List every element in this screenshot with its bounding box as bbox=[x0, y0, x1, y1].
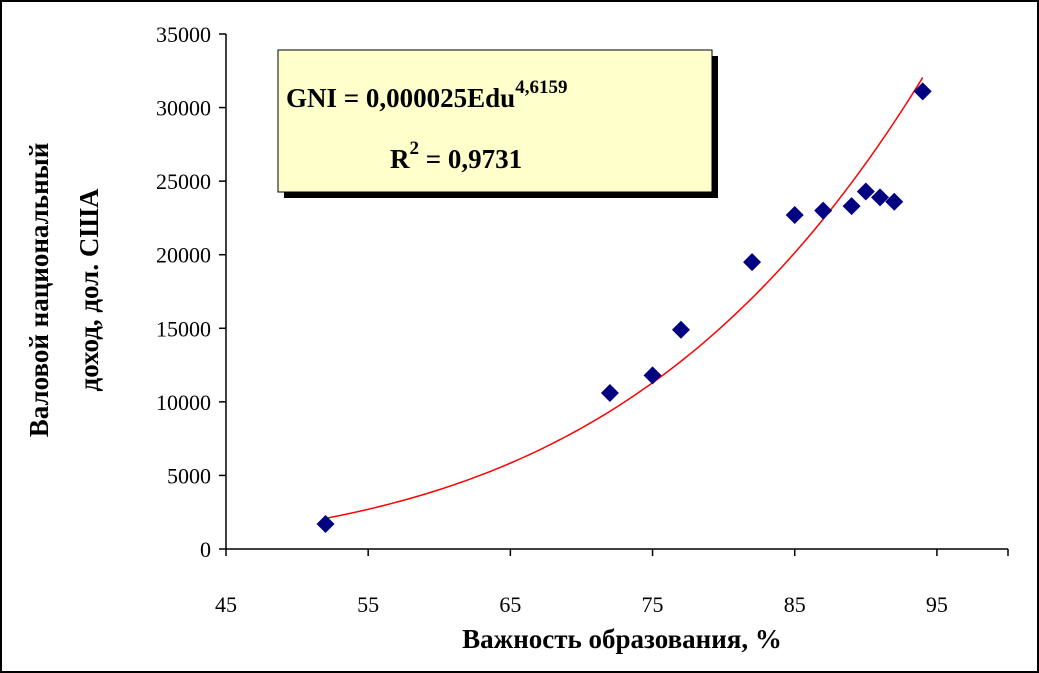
equation-exponent: 4,6159 bbox=[515, 77, 567, 98]
x-tick-label: 55 bbox=[357, 592, 379, 617]
x-tick-label: 75 bbox=[642, 592, 664, 617]
x-tick-label: 45 bbox=[215, 592, 237, 617]
data-point-marker bbox=[743, 253, 762, 272]
x-tick-label: 65 bbox=[499, 592, 521, 617]
data-point-marker bbox=[600, 384, 619, 403]
y-tick-label: 20000 bbox=[156, 243, 211, 268]
r-squared-value: = 0,9731 bbox=[419, 144, 522, 174]
data-point-marker bbox=[871, 188, 890, 207]
data-point-marker bbox=[671, 320, 690, 339]
data-point-marker bbox=[913, 82, 932, 101]
data-points bbox=[316, 82, 932, 533]
y-tick-label: 0 bbox=[200, 537, 211, 562]
data-point-marker bbox=[885, 192, 904, 211]
equation-box: GNI = 0,000025Edu4,6159 R2 = 0,9731 bbox=[277, 49, 718, 198]
r-squared-exponent: 2 bbox=[410, 138, 420, 159]
equation-text: GNI = 0,000025Edu bbox=[286, 83, 515, 113]
y-tick-label: 15000 bbox=[156, 316, 211, 341]
equation-line-1: GNI = 0,000025Edu4,6159 bbox=[286, 77, 567, 113]
data-point-marker bbox=[856, 182, 875, 201]
y-axis-title-line-1: Валовой национальный bbox=[24, 143, 54, 438]
y-tick-label: 10000 bbox=[156, 390, 211, 415]
y-axis-title: Валовой национальный доход, дол. США bbox=[24, 143, 104, 438]
y-ticks: 0 5000 10000 15000 20000 25000 30000 35000 bbox=[156, 22, 226, 562]
data-point-marker bbox=[842, 197, 861, 216]
y-tick-label: 5000 bbox=[167, 463, 211, 488]
data-point-marker bbox=[814, 201, 833, 220]
data-point-marker bbox=[785, 205, 804, 224]
y-axis-title-line-2: доход, дол. США bbox=[74, 188, 104, 391]
equation-line-2: R2 = 0,9731 bbox=[390, 138, 522, 174]
y-tick-label: 25000 bbox=[156, 169, 211, 194]
x-axis-title: Важность образования, % bbox=[462, 624, 782, 654]
y-tick-label: 35000 bbox=[156, 22, 211, 47]
y-tick-label: 30000 bbox=[156, 96, 211, 121]
x-tick-label: 85 bbox=[784, 592, 806, 617]
x-tick-label: 95 bbox=[926, 592, 948, 617]
data-point-marker bbox=[643, 366, 662, 385]
axes bbox=[225, 34, 1008, 550]
data-point-marker bbox=[316, 514, 335, 533]
equation-box-background bbox=[277, 49, 713, 193]
x-ticks: 45 55 65 75 85 95 bbox=[215, 549, 1009, 617]
r-squared-label: R bbox=[390, 144, 410, 174]
